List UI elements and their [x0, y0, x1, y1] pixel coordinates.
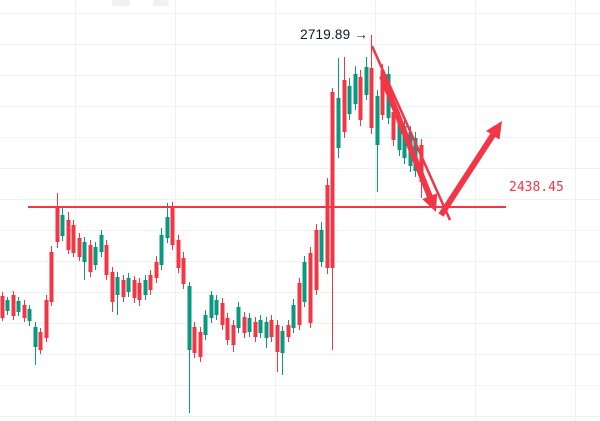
- candle: [286, 320, 291, 342]
- candle: [269, 315, 274, 342]
- candle: [247, 313, 252, 337]
- candle: [99, 230, 104, 257]
- candle: [165, 203, 170, 243]
- cropped-text-fragment: [112, 0, 130, 6]
- candle: [181, 252, 186, 289]
- candle: [33, 322, 38, 365]
- candle: [198, 327, 203, 362]
- support-price-label: 2438.45: [509, 180, 564, 195]
- candle: [137, 278, 142, 306]
- candle: [325, 178, 330, 274]
- candle: [231, 320, 236, 352]
- candle: [16, 297, 21, 316]
- candle: [110, 267, 115, 312]
- candle: [203, 310, 208, 340]
- candle: [176, 235, 181, 273]
- candle: [66, 212, 71, 254]
- candle: [22, 300, 27, 322]
- candle: [308, 247, 313, 328]
- candle: [148, 270, 153, 295]
- candle: [71, 220, 76, 257]
- candle: [209, 291, 214, 323]
- candle: [358, 70, 363, 126]
- candle: [77, 233, 82, 261]
- candle: [121, 275, 126, 302]
- candle: [275, 320, 280, 372]
- up-forecast-arrow[interactable]: [438, 121, 502, 217]
- candle: [302, 256, 307, 307]
- trend-line[interactable]: [370, 45, 452, 221]
- candle: [104, 240, 109, 280]
- candle: [159, 228, 164, 270]
- candle: [314, 224, 319, 295]
- candle: [49, 246, 54, 306]
- candle: [353, 66, 358, 110]
- candle: [88, 240, 93, 277]
- candle: [38, 328, 43, 354]
- candle: [214, 295, 219, 320]
- candle: [225, 313, 230, 345]
- down-forecast-arrow[interactable]: [379, 74, 438, 212]
- candle: [336, 58, 341, 158]
- candle: [126, 273, 131, 297]
- candle: [291, 299, 296, 333]
- candle: [253, 317, 258, 342]
- candle: [187, 282, 192, 413]
- candle: [342, 57, 347, 138]
- candle: [264, 317, 269, 348]
- candle: [143, 275, 148, 300]
- candle: [93, 242, 98, 270]
- candle: [330, 88, 335, 350]
- candle: [258, 315, 263, 338]
- candle: [27, 305, 32, 326]
- candle: [132, 276, 137, 303]
- candle: [0, 292, 5, 321]
- candle: [220, 298, 225, 330]
- candle: [297, 278, 302, 330]
- candle: [242, 312, 247, 338]
- peak-price-label: 2719.89 →: [300, 27, 368, 42]
- candle: [55, 193, 60, 248]
- candle: [347, 78, 352, 120]
- cropped-text-fragment: [153, 0, 169, 6]
- candle: [82, 237, 87, 280]
- candle: [236, 302, 241, 333]
- candle: [192, 322, 197, 358]
- candle: [11, 291, 16, 320]
- candle: [170, 202, 175, 250]
- candle: [375, 90, 380, 192]
- candle: [5, 297, 10, 315]
- candle: [364, 57, 369, 100]
- candle: [44, 295, 49, 342]
- candle: [280, 326, 285, 375]
- candles-group: [0, 35, 424, 413]
- candle: [60, 208, 65, 241]
- candle: [154, 256, 159, 283]
- candle: [115, 272, 120, 315]
- candle: [319, 222, 324, 267]
- candle: [369, 35, 374, 134]
- candle: [380, 64, 385, 120]
